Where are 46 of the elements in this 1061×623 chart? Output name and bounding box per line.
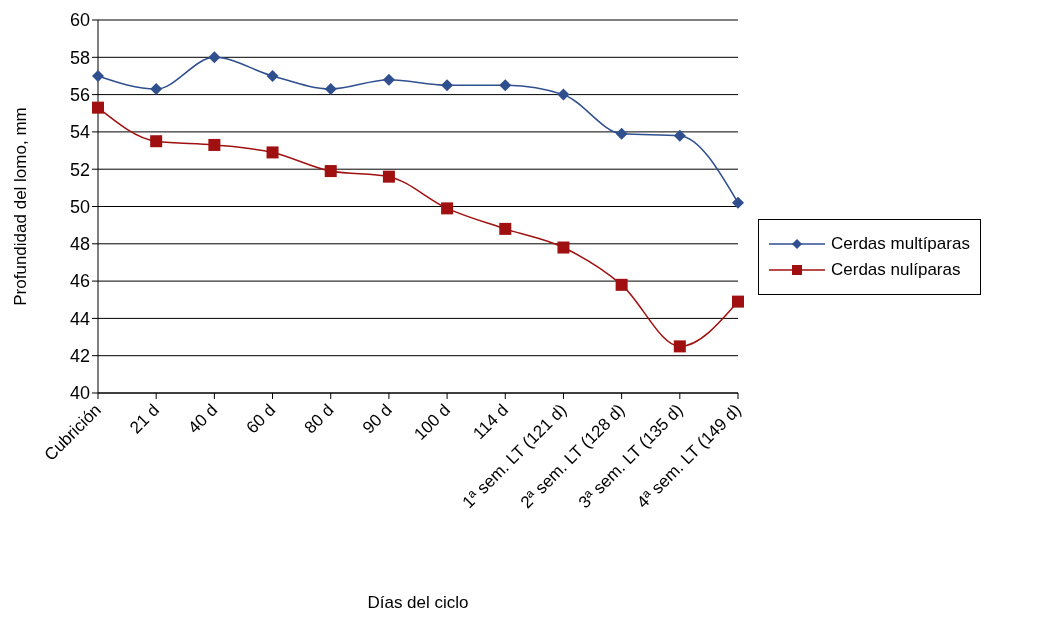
x-tick-label: 60 d — [242, 400, 280, 438]
point — [557, 241, 570, 254]
point — [324, 165, 337, 178]
point — [615, 127, 628, 140]
x-axis-title: Días del ciclo — [367, 593, 469, 612]
y-tick-label: 40 — [69, 383, 90, 404]
x-tick-label: 100 d — [410, 400, 454, 444]
x-tick-label: 40 d — [184, 400, 222, 438]
point — [732, 295, 744, 308]
point — [382, 73, 395, 86]
point — [92, 101, 104, 114]
point — [150, 83, 163, 96]
point — [382, 170, 395, 183]
point — [499, 79, 512, 92]
y-tick-label: 50 — [69, 196, 90, 217]
y-tick-label: 44 — [69, 308, 90, 329]
point — [615, 278, 628, 291]
x-tick-label: 21 d — [126, 400, 164, 438]
x-tick-label: 114 d — [469, 400, 513, 444]
y-tick-label: 48 — [69, 234, 90, 255]
point — [208, 138, 221, 151]
x-tick-label: 80 d — [300, 400, 338, 438]
point — [324, 83, 337, 96]
point — [499, 222, 512, 235]
y-tick-label: 58 — [69, 47, 90, 68]
point — [208, 51, 221, 64]
y-tick-label: 60 — [69, 10, 90, 31]
legend-label: Cerdas multíparas — [831, 233, 970, 254]
y-tick-label: 56 — [69, 84, 90, 105]
point — [150, 135, 163, 148]
y-tick-label: 42 — [69, 346, 90, 367]
point — [732, 196, 744, 209]
point — [673, 340, 686, 353]
point — [441, 202, 454, 215]
x-tick-label: 90 d — [358, 400, 396, 438]
y-tick-label: 46 — [69, 271, 90, 292]
y-tick-label: 52 — [69, 159, 90, 180]
y-axis-title: Profundidad del lomo, mm — [11, 107, 31, 306]
point — [441, 79, 454, 92]
point — [266, 69, 279, 82]
point — [673, 129, 686, 142]
point — [557, 88, 570, 101]
point — [92, 69, 104, 82]
y-tick-label: 54 — [69, 122, 90, 143]
legend-label: Cerdas nulíparas — [831, 259, 961, 280]
point — [266, 146, 279, 159]
